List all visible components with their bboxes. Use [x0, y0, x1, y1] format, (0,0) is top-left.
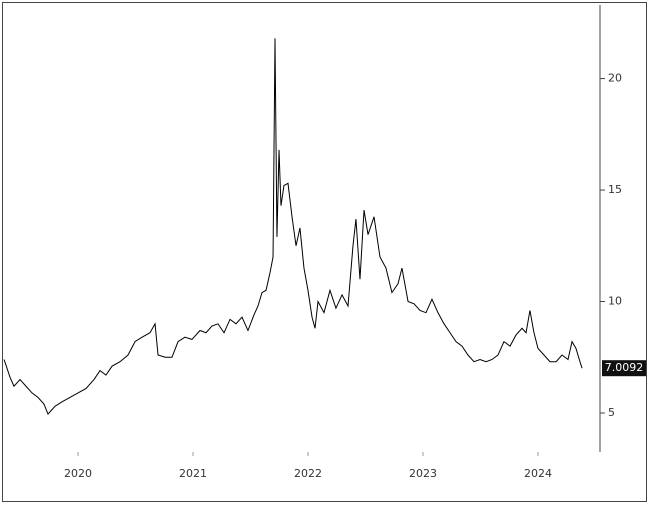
y-tick-label: 5	[608, 406, 615, 419]
x-tick-label: 2023	[409, 467, 437, 480]
y-tick-label: 20	[608, 72, 622, 85]
x-tick-label: 2021	[179, 467, 207, 480]
x-tick-label: 2024	[524, 467, 552, 480]
x-tick-label: 2022	[294, 467, 322, 480]
last-value-label: 7.0092	[605, 361, 644, 374]
price-line	[3, 38, 583, 416]
x-tick-label: 2020	[64, 467, 92, 480]
y-tick-label: 15	[608, 183, 622, 196]
y-tick-label: 10	[608, 295, 622, 308]
last-value-box	[602, 360, 646, 377]
